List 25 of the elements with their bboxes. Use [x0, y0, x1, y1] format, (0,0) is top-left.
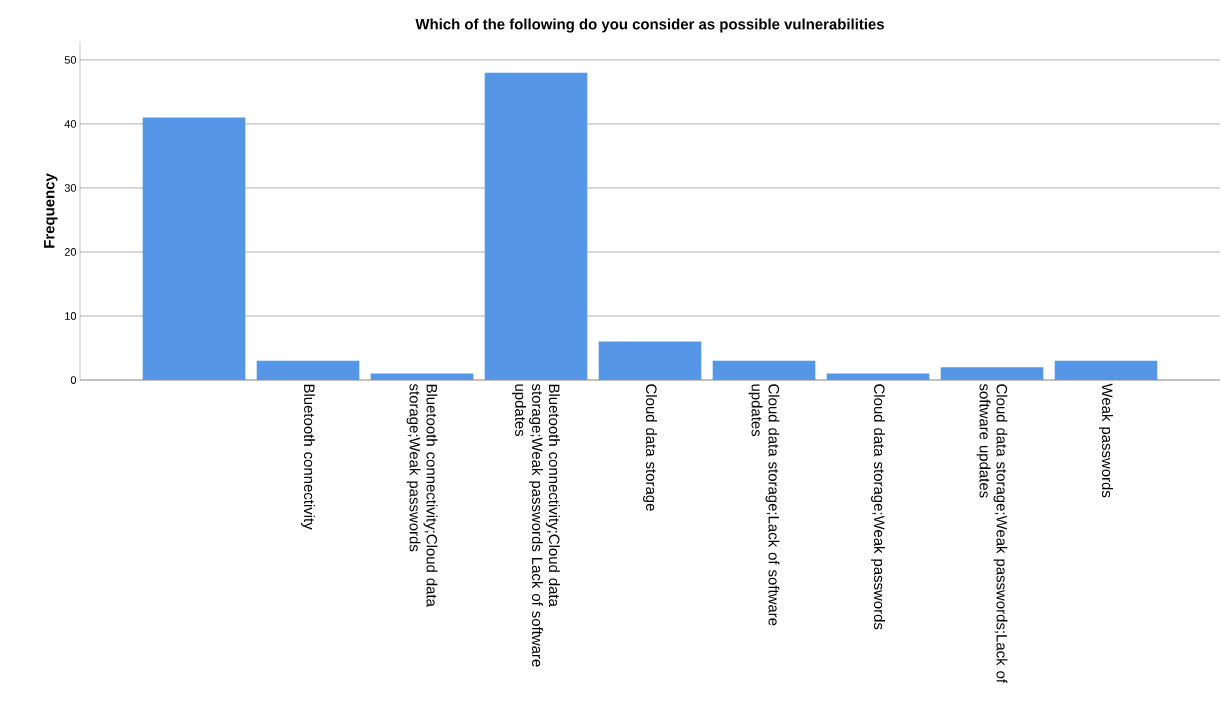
- bar: [940, 367, 1044, 380]
- bar: [598, 341, 702, 380]
- y-axis-title: Frequency: [44, 173, 58, 248]
- y-tick-label: 40: [64, 120, 77, 128]
- bar: [826, 373, 930, 380]
- y-tick-label: 10: [65, 312, 77, 320]
- y-tick-label: 30: [64, 184, 77, 192]
- bar: [370, 373, 474, 380]
- x-tick-label: Cloud data storage: [643, 384, 657, 511]
- x-tick-label: Bluetooth connectivity: [301, 384, 315, 530]
- x-tick-label: Cloud data storage;Weak passwords;Lack of software updates: [976, 383, 1008, 684]
- x-tick-label: Bluetooth connectivity;Cloud data storage;Weak passwords Lack of software updates: [512, 383, 560, 667]
- chart-title: Which of the following do you consider as possible vulnerabilities: [415, 18, 884, 33]
- y-tick-label: 0: [70, 376, 77, 384]
- bar: [256, 360, 360, 380]
- y-tick-label: 20: [64, 248, 77, 256]
- bar: [484, 72, 588, 380]
- bar: [1054, 360, 1158, 380]
- bar: [142, 117, 246, 380]
- x-tick-label: Bluetooth connectivity;Cloud data storage;Weak passwords: [406, 383, 438, 607]
- x-tick-label: Cloud data storage;Lack of software updates: [748, 384, 780, 626]
- bar: [712, 360, 816, 380]
- x-tick-label: Cloud data storage;Weak passwords: [871, 384, 885, 630]
- y-tick-label: 50: [64, 56, 77, 64]
- x-tick-label: Weak passwords: [1099, 383, 1113, 498]
